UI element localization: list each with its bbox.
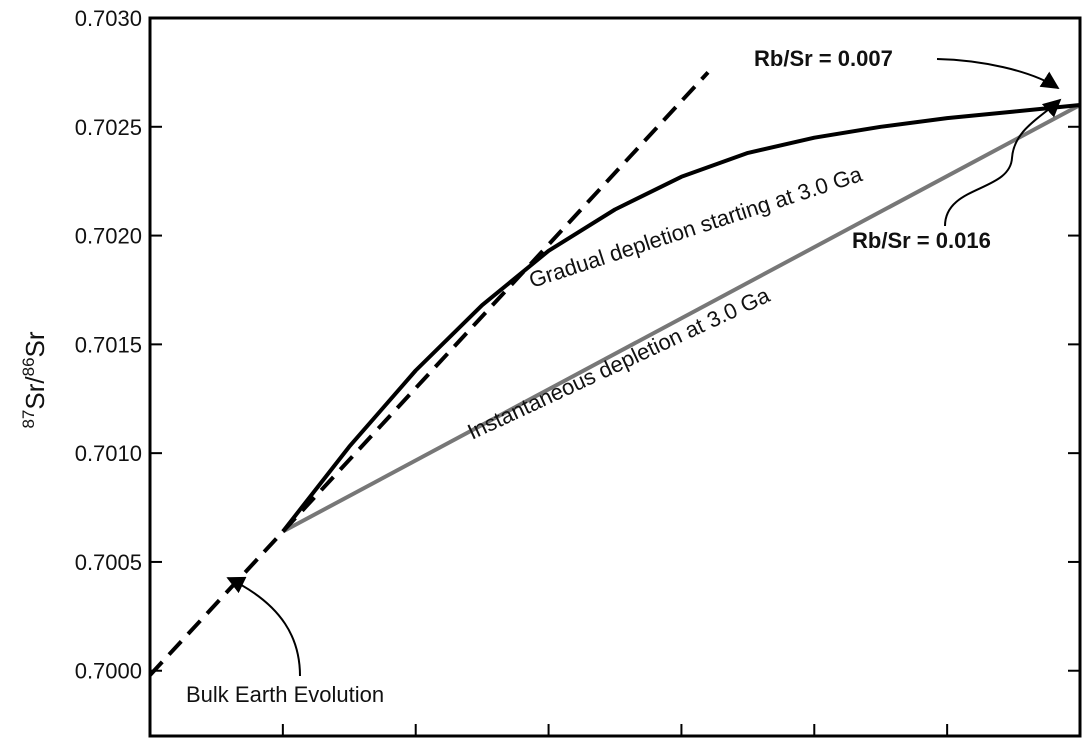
y-axis-label-sup2: 86 xyxy=(19,357,38,376)
rb-sr-0016-arrow xyxy=(944,98,1062,227)
y-tick-label: 0.7015 xyxy=(75,332,142,357)
rb-sr-0016-label: Rb/Sr = 0.016 xyxy=(852,228,991,253)
series-line-instant xyxy=(281,103,1081,534)
plot-frame xyxy=(148,16,1082,738)
y-axis-label: 87Sr/86Sr xyxy=(19,331,50,428)
series-line-gradual xyxy=(281,103,1081,533)
y-tick-label: 0.7025 xyxy=(75,115,142,140)
y-axis-label-base1: Sr/ xyxy=(20,376,50,410)
y-tick-label: 0.7010 xyxy=(75,441,142,466)
instantaneous-depletion-label: Instantaneous depletion at 3.0 Ga xyxy=(464,282,775,445)
rb-sr-0007-label: Rb/Sr = 0.007 xyxy=(754,46,893,71)
y-tick-label: 0.7020 xyxy=(75,224,142,249)
gradual-depletion-label: Gradual depletion starting at 3.0 Ga xyxy=(526,161,866,293)
y-axis-label-base2: Sr xyxy=(20,331,50,357)
y-axis-label-sup1: 87 xyxy=(19,410,38,429)
y-tick-label: 0.7000 xyxy=(75,659,142,684)
bulk-earth-evolution-label: Bulk Earth Evolution xyxy=(186,682,384,707)
series-group xyxy=(148,71,1081,677)
series-line-bulk xyxy=(148,71,710,677)
y-tick-labels: 0.7000 0.7005 0.7010 0.7015 0.7020 0.7025 0.70… xyxy=(75,6,142,684)
y-tick-label: 0.7005 xyxy=(75,550,142,575)
y-tick-label: 0.7030 xyxy=(75,6,142,31)
rb-sr-0007-arrow xyxy=(936,58,1060,89)
bulk-earth-arrow xyxy=(226,576,301,677)
